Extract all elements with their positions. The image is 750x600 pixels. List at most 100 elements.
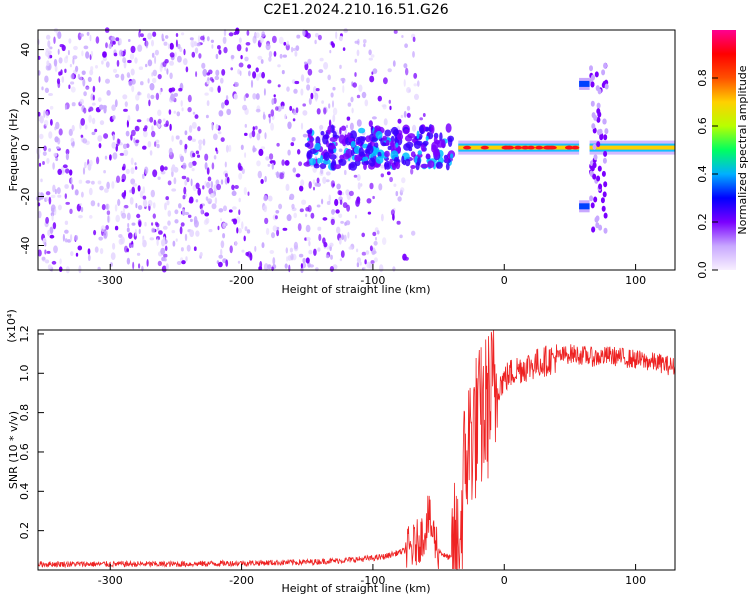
noise-speck xyxy=(70,81,75,85)
noise-speck xyxy=(238,209,241,216)
noise-speck xyxy=(68,84,71,90)
noise-speck xyxy=(89,34,92,42)
noise-speck xyxy=(107,215,110,223)
line-peak xyxy=(463,145,472,150)
noise-speck xyxy=(255,32,260,39)
noise-speck xyxy=(37,210,42,219)
noise-speck xyxy=(393,29,398,34)
cluster-speck xyxy=(375,130,383,139)
cluster-speck xyxy=(445,123,452,133)
noise-speck xyxy=(265,43,271,51)
noise-speck xyxy=(195,230,200,237)
noise-speck xyxy=(257,55,263,60)
noise-speck xyxy=(89,69,94,76)
noise-speck xyxy=(218,208,224,213)
noise-speck xyxy=(217,45,221,50)
noise-speck xyxy=(389,105,392,111)
x-tick-label: 0 xyxy=(501,274,508,287)
noise-speck xyxy=(127,115,131,122)
noise-speck xyxy=(325,171,331,176)
noise-speck xyxy=(112,115,116,120)
noise-speck xyxy=(406,112,411,118)
noise-speck xyxy=(70,86,76,93)
noise-speck xyxy=(368,57,373,61)
noise-speck xyxy=(120,236,125,245)
noise-speck xyxy=(82,167,86,175)
noise-speck xyxy=(78,265,82,274)
column-speck xyxy=(592,173,597,180)
noise-speck xyxy=(313,186,315,191)
noise-speck xyxy=(294,80,300,85)
cluster-speck xyxy=(368,157,376,167)
noise-speck xyxy=(111,141,117,149)
noise-speck xyxy=(140,81,144,86)
noise-speck xyxy=(116,175,121,183)
cluster-speck xyxy=(328,145,336,150)
noise-speck xyxy=(195,199,199,203)
cluster-speck xyxy=(306,129,313,134)
noise-speck xyxy=(106,90,111,96)
noise-speck xyxy=(41,256,46,261)
noise-speck xyxy=(222,222,226,229)
noise-speck xyxy=(233,93,238,100)
noise-speck xyxy=(302,110,308,116)
snr-frame xyxy=(37,329,676,571)
noise-speck xyxy=(71,124,75,132)
noise-speck xyxy=(46,34,51,40)
noise-speck xyxy=(98,76,101,83)
noise-speck xyxy=(194,47,199,54)
noise-speck xyxy=(146,259,149,267)
noise-speck xyxy=(252,35,257,44)
noise-speck xyxy=(126,227,130,233)
noise-speck xyxy=(277,64,281,68)
noise-speck xyxy=(275,106,279,111)
noise-speck xyxy=(192,111,196,115)
noise-speck xyxy=(162,61,167,67)
noise-speck xyxy=(346,116,351,121)
noise-speck xyxy=(48,148,52,152)
noise-speck xyxy=(62,233,65,242)
noise-speck xyxy=(50,194,56,199)
noise-speck xyxy=(183,58,188,66)
noise-speck xyxy=(381,213,384,222)
noise-speck xyxy=(181,107,184,112)
noise-speck xyxy=(279,53,283,59)
column-speck xyxy=(591,123,596,130)
noise-speck xyxy=(371,116,377,120)
noise-speck xyxy=(103,230,108,239)
noise-speck xyxy=(171,170,174,178)
noise-speck xyxy=(281,105,285,110)
noise-speck xyxy=(300,179,305,187)
noise-speck xyxy=(232,218,238,225)
noise-speck xyxy=(82,78,86,87)
noise-speck xyxy=(47,40,51,48)
cluster-speck xyxy=(338,134,346,144)
snr-line-layer xyxy=(37,329,676,570)
noise-speck xyxy=(90,50,94,57)
noise-speck xyxy=(154,141,157,148)
noise-speck xyxy=(136,213,141,219)
noise-speck xyxy=(256,132,261,141)
noise-speck xyxy=(263,195,268,202)
noise-speck xyxy=(218,110,224,117)
cluster-speck xyxy=(416,130,420,139)
noise-speck xyxy=(177,55,182,63)
column-speck xyxy=(603,134,608,141)
noise-speck xyxy=(42,161,45,165)
noise-speck xyxy=(225,95,229,101)
snr-background xyxy=(38,330,675,570)
noise-speck xyxy=(287,121,292,130)
noise-speck xyxy=(175,135,180,140)
noise-speck xyxy=(220,77,224,84)
noise-speck xyxy=(336,183,341,190)
noise-speck xyxy=(272,257,276,265)
noise-speck xyxy=(301,199,307,205)
noise-speck xyxy=(214,75,220,81)
y-tick-label: 40 xyxy=(19,43,32,57)
cluster-speck xyxy=(390,140,395,148)
noise-speck xyxy=(220,248,223,256)
noise-speck xyxy=(368,49,372,56)
noise-speck xyxy=(350,96,354,103)
noise-speck xyxy=(368,262,374,269)
noise-speck xyxy=(261,31,266,38)
